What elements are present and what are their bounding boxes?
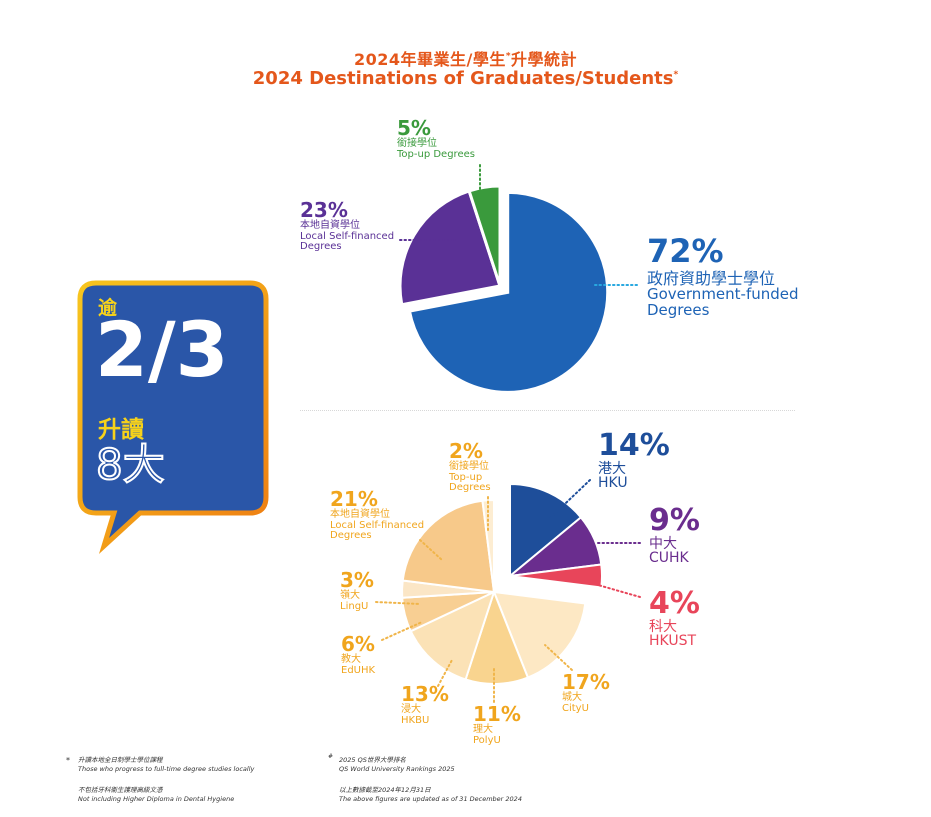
label-en: Local Self-financed Degrees [300, 230, 395, 252]
label-en: PolyU [473, 734, 501, 746]
label-en: HKUST [649, 633, 697, 650]
pie1-slice-local-self-financed-degrees [398, 189, 502, 307]
label-zh: 理大 [473, 724, 493, 735]
label-en: Top-up Degrees [397, 148, 475, 160]
title-zh-mark: * [505, 51, 512, 62]
label-pct: 2% [449, 439, 483, 463]
label-self-financed-1: 23% 本地自資學位 Local Self-financed Degrees [300, 200, 400, 253]
pie2-slice-hkbu [409, 590, 496, 681]
title-en-main: 2024 Destinations of Graduates/Students [252, 68, 674, 89]
label-hkust: 4% 科大 HKUST [649, 588, 700, 649]
badge-study: 升讀 [98, 417, 144, 443]
label-zh: 中大 [649, 535, 677, 552]
label-pct: 72% [647, 232, 724, 270]
leader-cityu [544, 644, 573, 671]
label-en: CUHK [649, 550, 689, 567]
pie2-slice-top-up-degrees [481, 498, 495, 593]
leader-hkbu [437, 659, 453, 687]
label-gov-funded: 72% 政府資助學士學位 Government-funded Degrees [647, 232, 807, 320]
label-lingu: 3% 嶺大 LingU [340, 570, 374, 612]
label-top-up-1: 5% 銜接學位 Top-up Degrees [397, 118, 475, 160]
label-cuhk: 9% 中大 CUHK [649, 505, 700, 566]
leader-hku [547, 479, 591, 521]
label-zh: 銜接學位 [397, 138, 437, 149]
note-1: 升讀本地全日制學士學位課程 Those who progress to full… [78, 756, 254, 774]
leader-eduhk [381, 621, 423, 641]
label-zh: 城大 [562, 692, 582, 703]
label-pct: 3% [340, 568, 374, 592]
label-pct: 9% [649, 503, 700, 538]
chart-title-zh: 2024年畢業生/學生*升學統計 [0, 46, 931, 70]
note-1-mark: * [66, 756, 70, 765]
label-zh: 浸大 [401, 704, 421, 715]
label-en: EdUHK [341, 664, 376, 676]
label-top-up-2: 2% 銜接學位 Top-up Degrees [449, 441, 509, 494]
label-pct: 5% [397, 116, 431, 140]
note-2: 不包括牙科衞生護理高級文憑 Not including Higher Diplo… [78, 786, 234, 804]
label-pct: 21% [330, 487, 378, 511]
leader-lingu [375, 601, 421, 605]
label-hkbu: 13% 浸大 HKBU [401, 684, 449, 726]
label-pct: 6% [341, 632, 375, 656]
label-pct: 13% [401, 682, 449, 706]
pie1-slice-government-funded-degrees [407, 190, 610, 394]
pie2-slice-hku [509, 482, 583, 579]
title-zh-suffix: 升學統計 [511, 50, 578, 69]
note-3-en: QS World University Rankings 2025 [339, 764, 455, 773]
label-pct: 17% [562, 670, 610, 694]
chart-title-en: 2024 Destinations of Graduates/Students* [0, 68, 931, 89]
note-3-zh: 2025 QS世界大學排名 [339, 756, 406, 764]
label-pct: 4% [649, 586, 700, 621]
label-eduhk: 6% 教大 EdUHK [341, 634, 375, 676]
note-1-en: Those who progress to full-time degree s… [78, 764, 255, 773]
note-3: 2025 QS世界大學排名 QS World University Rankin… [339, 756, 455, 774]
label-pct: 23% [300, 198, 348, 222]
label-zh: 港大 [598, 460, 626, 477]
label-en: Top-up Degrees [449, 471, 491, 493]
label-zh: 嶺大 [340, 590, 360, 601]
label-en: Local Self-financed Degrees [330, 519, 425, 541]
note-3-mark: # [328, 753, 334, 760]
title-en-mark: * [673, 70, 679, 80]
label-zh: 政府資助學士學位 [647, 268, 776, 288]
label-zh: 銜接學位 [449, 461, 489, 472]
note-2-zh: 不包括牙科衞生護理高級文憑 [78, 786, 163, 794]
label-zh: 教大 [341, 654, 361, 665]
note-4-zh: 以上數據截至2024年12月31日 [339, 786, 431, 794]
label-cityu: 17% 城大 CityU [562, 672, 610, 714]
label-pct: 11% [473, 702, 521, 726]
badge-shape [77, 280, 269, 555]
note-4: 以上數據截至2024年12月31日 The above figures are … [339, 786, 522, 804]
label-pct: 14% [598, 428, 670, 463]
pie2-slice-cityu [492, 590, 587, 679]
label-zh: 本地自資學位 [330, 509, 390, 520]
badge-fraction: 2/3 [95, 305, 229, 394]
pie1-slice-top-up-degrees [467, 184, 502, 287]
label-en: HKBU [401, 714, 430, 726]
note-2-en: Not including Higher Diploma in Dental H… [78, 794, 235, 803]
leader-self-financed-2 [419, 539, 443, 561]
label-zh: 本地自資學位 [300, 220, 360, 231]
leader-hkust [597, 584, 641, 598]
label-en: HKU [598, 475, 628, 492]
section-divider [300, 410, 795, 411]
label-en: CityU [562, 702, 589, 714]
label-en: Government-funded Degrees [647, 285, 799, 320]
label-zh: 科大 [649, 618, 677, 635]
label-self-financed-2: 21% 本地自資學位 Local Self-financed Degrees [330, 489, 435, 542]
pie2-slice-local-self-financed-degrees [401, 499, 496, 594]
pie2-slice-hkust [509, 563, 603, 589]
badge-over: 逾 [98, 297, 118, 319]
title-zh-main: 2024年畢業生/學生 [353, 50, 506, 69]
label-en: LingU [340, 600, 369, 612]
note-4-en: The above figures are updated as of 31 D… [339, 794, 522, 803]
badge-universities: 8大 [95, 440, 166, 489]
note-1-zh: 升讀本地全日制學士學位課程 [78, 756, 163, 764]
label-polyu: 11% 理大 PolyU [473, 704, 521, 746]
label-hku: 14% 港大 HKU [598, 430, 670, 491]
